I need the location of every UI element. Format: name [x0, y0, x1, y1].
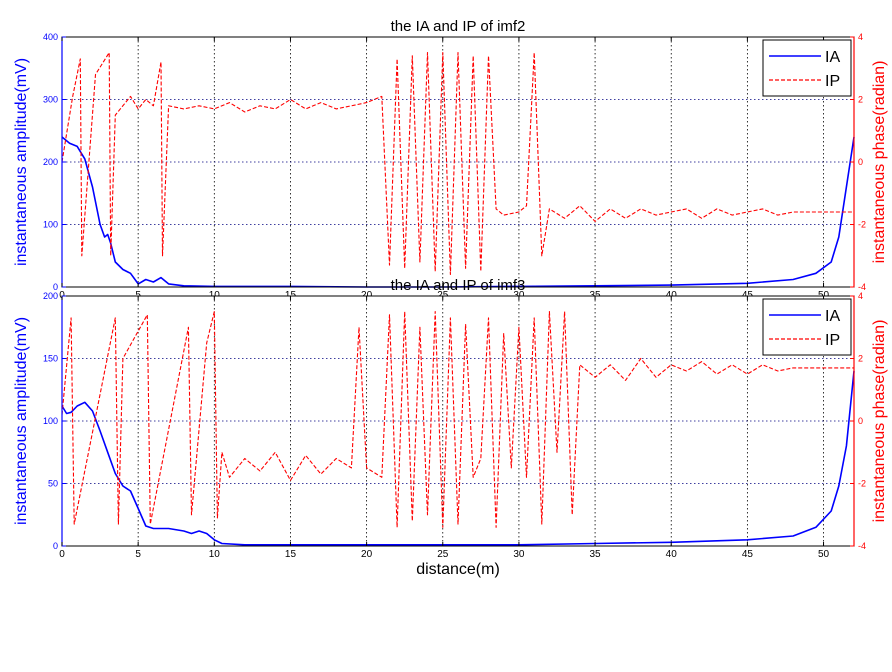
- legend-label-ia: IA: [825, 308, 840, 325]
- y-right-tick-label: -4: [858, 282, 866, 292]
- y-right-tick-label: 4: [858, 291, 863, 301]
- y-left-tick-label: 50: [48, 479, 58, 489]
- panel-1: 051015202530354045500100200300400-4-2024…: [13, 18, 888, 319]
- legend-box: [762, 298, 852, 356]
- y-grid: [62, 99, 854, 225]
- chart-title: the IA and IP of imf2: [391, 18, 526, 35]
- y-left-tick-label: 100: [43, 220, 58, 230]
- x-tick-label: 25: [437, 549, 449, 560]
- y-right-tick-label: 0: [858, 157, 863, 167]
- x-tick-label: 5: [135, 549, 141, 560]
- x-tick-label: 15: [285, 549, 297, 560]
- y-grid: [62, 358, 854, 484]
- legend-box: [762, 39, 852, 97]
- series-ip-line: [61, 311, 854, 528]
- chart-title: the IA and IP of imf3: [391, 277, 526, 294]
- x-tick-label: 20: [361, 549, 373, 560]
- legend: IA IP: [762, 298, 852, 356]
- y-right-tick-label: -2: [858, 220, 866, 230]
- x-tick-label: 50: [818, 549, 830, 560]
- y-right-tick-label: -4: [858, 541, 866, 551]
- x-tick-label: 45: [742, 549, 754, 560]
- x-tick-label: 0: [59, 549, 65, 560]
- x-axis-label: distance(m): [416, 561, 500, 578]
- y-left-tick-label: 400: [43, 32, 58, 42]
- panel-2: 0 5 10 15 20 25 30 35 40 45 50 0 50 100 150 200 -4 -2 0 2 4 t…: [13, 277, 888, 578]
- y-right-tick-label: 4: [858, 32, 863, 42]
- legend: IA IP: [762, 39, 852, 97]
- y-left-tick-label: 300: [43, 95, 58, 105]
- y-left-axis-label: instantaneous amplitude(mV): [13, 58, 30, 266]
- legend-label-ip: IP: [825, 73, 840, 90]
- y-right-axis-label: instantaneous phase(radian): [871, 61, 888, 264]
- y-right-tick-label: -2: [858, 479, 866, 489]
- y-right-tick-label: 2: [858, 95, 863, 105]
- y-left-axis-label: instantaneous amplitude(mV): [13, 317, 30, 525]
- series-ip-line: [61, 52, 854, 276]
- y-left-tick-label: 100: [43, 416, 58, 426]
- series-ia-line: [61, 370, 855, 546]
- y-left-tick-label: 200: [43, 157, 58, 167]
- y-left-tick-label: 0: [53, 282, 58, 292]
- series-ia-line: [61, 136, 855, 288]
- y-right-tick-label: 2: [858, 354, 863, 364]
- x-tick-label: 40: [666, 549, 678, 560]
- legend-label-ip: IP: [825, 332, 840, 349]
- x-tick-label: 30: [513, 549, 525, 560]
- y-left-tick-label: 150: [43, 354, 58, 364]
- x-tick-label: 10: [209, 549, 221, 560]
- y-left-tick-label: 0: [53, 541, 58, 551]
- legend-label-ia: IA: [825, 49, 840, 66]
- y-left-tick-label: 200: [43, 291, 58, 301]
- x-tick-label: 35: [590, 549, 602, 560]
- y-right-tick-label: 0: [858, 416, 863, 426]
- y-right-axis-label: instantaneous phase(radian): [871, 320, 888, 523]
